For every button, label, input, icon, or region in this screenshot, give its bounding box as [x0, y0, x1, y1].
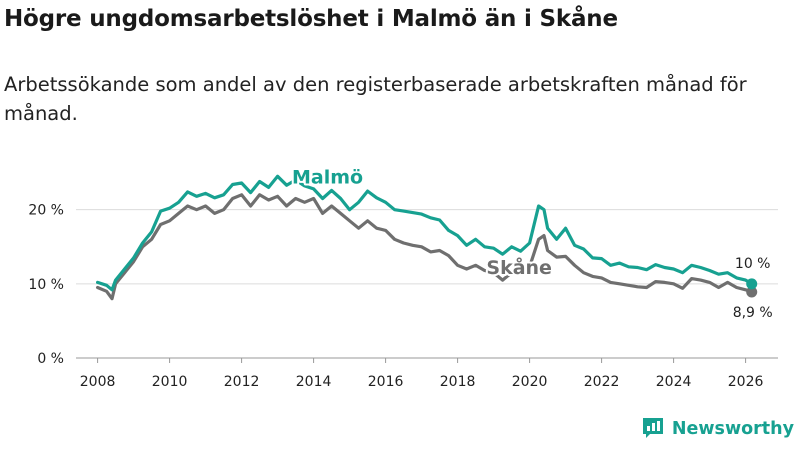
series-line-malmo	[95, 174, 754, 292]
series-label-skane: Skåne	[486, 255, 552, 279]
x-tick-label: 2008	[80, 374, 116, 390]
y-tick-label: 10 %	[28, 277, 64, 293]
y-tick-label: 20 %	[28, 203, 64, 219]
bar-chart-logo-icon	[640, 414, 666, 444]
axes: 0 % 10 % 20 % 2008 2010 2012 2014 2016 2018 2020 2…	[28, 203, 778, 390]
chart-title: Högre ungdomsarbetslöshet i Malmö än i S…	[4, 6, 618, 32]
x-tick-label: 2014	[296, 374, 332, 390]
x-tick-label: 2018	[440, 374, 476, 390]
y-tick-label: 0 %	[37, 351, 64, 367]
series-labels: Malmö Skåne 10 % 8,9 %	[290, 165, 773, 321]
x-tick-label: 2024	[656, 374, 692, 390]
chart-subtitle: Arbetssökande som andel av den registerb…	[4, 73, 747, 125]
x-tick-label: 2020	[512, 374, 548, 390]
brand-name: Newsworthy	[671, 419, 794, 439]
series-label-malmo: Malmö	[292, 167, 363, 189]
end-point-malmo	[746, 278, 758, 290]
series-lines	[95, 174, 758, 301]
x-tick-label: 2012	[224, 374, 260, 390]
newsworthy-brand[interactable]: Newsworthy	[640, 414, 794, 444]
x-tick-label: 2010	[152, 374, 188, 390]
x-tick-label: 2026	[728, 374, 764, 390]
series-line-skane	[95, 193, 754, 301]
x-tick-label: 2016	[368, 374, 404, 390]
end-value-label-malmo: 10 %	[735, 256, 771, 272]
gridlines	[76, 209, 778, 285]
x-tick-label: 2022	[584, 374, 620, 390]
end-point-skane	[746, 286, 758, 298]
end-value-label-skane: 8,9 %	[733, 305, 773, 321]
